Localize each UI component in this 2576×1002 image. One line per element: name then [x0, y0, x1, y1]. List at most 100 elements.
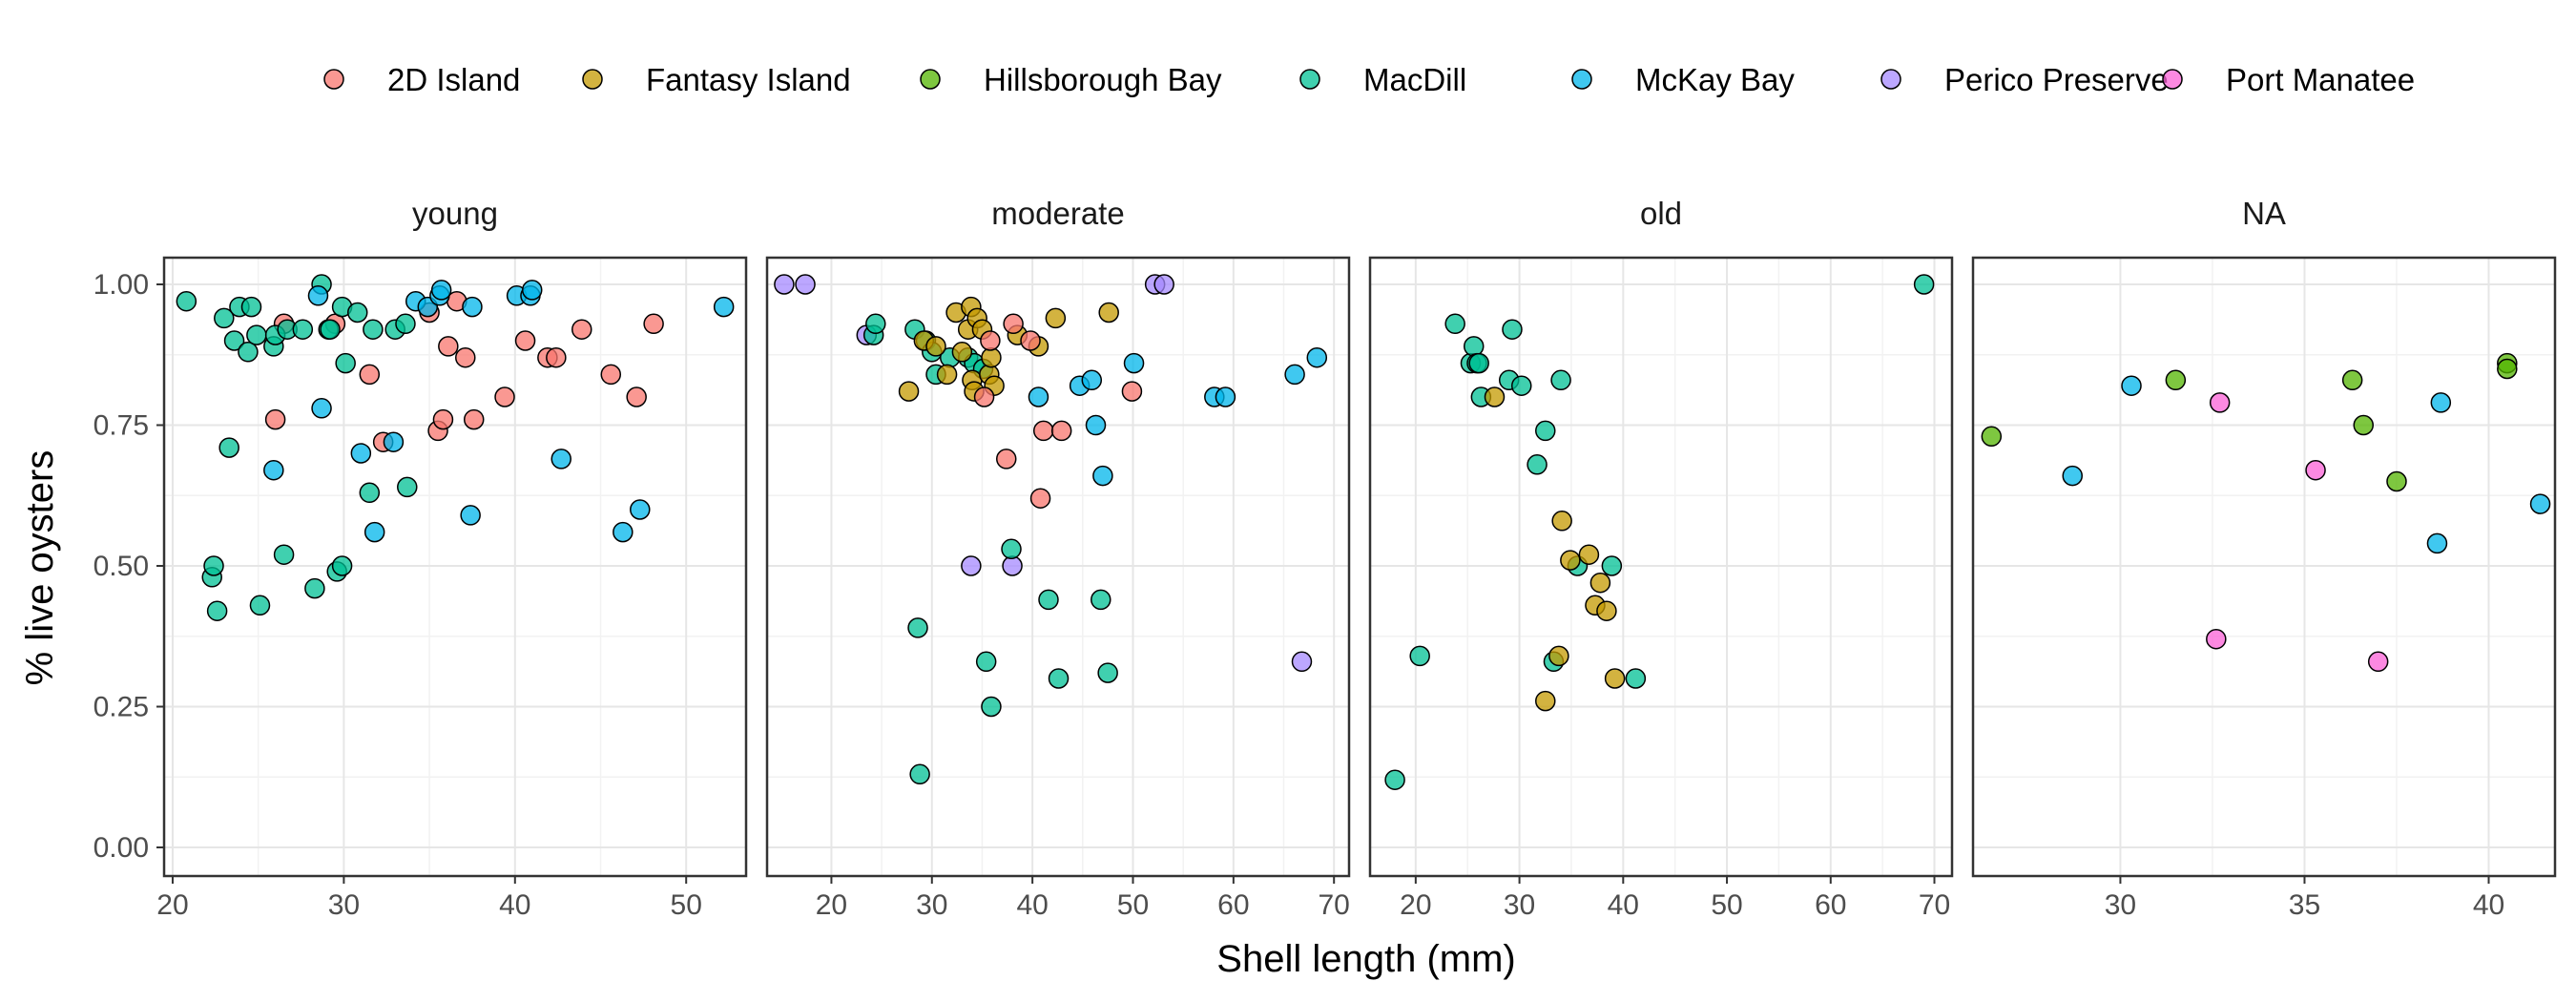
- point-mckay-bay: [613, 521, 634, 543]
- legend-label-2d-island: 2D Island: [387, 62, 520, 97]
- point-mckay-bay: [2430, 392, 2452, 413]
- legend-label-mckay-bay: McKay Bay: [1635, 62, 1795, 97]
- point-mckay-bay: [551, 449, 571, 470]
- point-2d-island: [1121, 381, 1143, 402]
- legend-key-macdill: [1299, 69, 1320, 90]
- point-mckay-bay: [460, 505, 481, 526]
- point-fantasy-island: [1535, 690, 1556, 712]
- point-macdill: [1913, 274, 1935, 295]
- x-tick-label: 40: [499, 889, 530, 921]
- x-tick-label: 50: [671, 889, 702, 921]
- point-mckay-bay: [630, 499, 651, 520]
- point-mckay-bay: [2062, 465, 2083, 487]
- point-macdill: [1535, 420, 1556, 442]
- x-tick-label: 60: [1217, 889, 1249, 921]
- y-tick-label: 0.25: [93, 692, 149, 723]
- point-2d-island: [1020, 330, 1041, 351]
- point-2d-island: [438, 336, 459, 357]
- point-mckay-bay: [364, 521, 385, 543]
- point-port-manatee: [2209, 392, 2231, 413]
- point-macdill: [346, 302, 368, 324]
- y-axis-title: % live oysters: [19, 450, 61, 686]
- point-macdill: [206, 600, 228, 621]
- point-macdill: [1444, 313, 1465, 335]
- point-hillsborough-bay: [2165, 369, 2187, 391]
- point-macdill: [363, 319, 384, 340]
- facet-panels: young 20 30 40 50 0.00 0.25 0.50 0.75 1.00 moderat…: [93, 196, 2557, 921]
- point-mckay-bay: [2529, 493, 2551, 514]
- point-macdill: [1409, 645, 1430, 667]
- point-2d-island: [546, 346, 567, 368]
- point-macdill: [1091, 589, 1111, 611]
- legend: 2D Island Fantasy Island Hillsborough Bay M…: [323, 62, 2415, 97]
- point-mckay-bay: [713, 296, 735, 318]
- point-fantasy-island: [1578, 544, 1600, 565]
- panel-border: [1971, 256, 2557, 878]
- panel-title-old: old: [1640, 196, 1682, 231]
- legend-label-port-manatee: Port Manatee: [2226, 62, 2415, 97]
- point-mckay-bay: [1081, 369, 1103, 391]
- point-mckay-bay: [521, 280, 543, 301]
- point-fantasy-island: [925, 336, 946, 357]
- point-mckay-bay: [1092, 465, 1113, 487]
- x-tick-label: 20: [816, 889, 847, 921]
- point-2d-island: [359, 364, 381, 386]
- point-macdill: [975, 651, 997, 673]
- x-tick-label: 40: [1016, 889, 1048, 921]
- point-perico-preserve: [774, 274, 795, 295]
- point-macdill: [304, 577, 325, 599]
- point-mckay-bay: [350, 443, 372, 464]
- point-macdill: [238, 342, 259, 363]
- point-2d-island: [980, 330, 1001, 351]
- point-macdill: [909, 763, 930, 785]
- point-mckay-bay: [1085, 414, 1107, 436]
- point-fantasy-island: [1604, 668, 1626, 689]
- legend-key-fantasy-island: [582, 69, 603, 90]
- point-macdill: [397, 476, 418, 498]
- x-tick-label: 30: [916, 889, 947, 921]
- point-fantasy-island: [1484, 386, 1506, 407]
- point-mckay-bay: [1306, 346, 1328, 368]
- point-2d-island: [432, 408, 454, 430]
- point-mckay-bay: [2426, 532, 2448, 554]
- point-macdill: [214, 307, 235, 329]
- panel-title-na: NA: [2242, 196, 2286, 231]
- legend-item-hillsborough-bay: Hillsborough Bay: [920, 62, 1222, 97]
- point-macdill: [320, 319, 341, 340]
- x-tick-label: 30: [2105, 889, 2136, 921]
- panel-na: NA 30 35 40: [1971, 196, 2557, 921]
- point-2d-island: [626, 386, 647, 407]
- point-macdill: [249, 595, 271, 616]
- point-macdill: [335, 352, 356, 374]
- point-fantasy-island: [1548, 645, 1569, 667]
- point-macdill: [1463, 336, 1485, 357]
- point-macdill: [865, 313, 886, 335]
- point-macdill: [1601, 555, 1623, 576]
- x-tick-label: 20: [1400, 889, 1431, 921]
- point-hillsborough-bay: [2386, 470, 2407, 492]
- point-2d-island: [514, 330, 536, 351]
- panel-title-moderate: moderate: [991, 196, 1124, 231]
- point-macdill: [240, 296, 262, 318]
- legend-key-perico-preserve: [1880, 69, 1901, 90]
- x-tick-label: 30: [328, 889, 360, 921]
- point-mckay-bay: [1123, 352, 1145, 374]
- legend-item-fantasy-island: Fantasy Island: [582, 62, 851, 97]
- point-perico-preserve: [961, 555, 982, 576]
- point-2d-island: [600, 364, 622, 386]
- panel-border: [765, 256, 1351, 878]
- x-axis-title: Shell length (mm): [1216, 938, 1515, 980]
- point-2d-island: [643, 313, 664, 335]
- x-tick-label: 35: [2289, 889, 2320, 921]
- point-perico-preserve: [1291, 651, 1313, 673]
- point-macdill: [223, 330, 245, 351]
- panel-old: old 20 30 40 50 60 70: [1368, 196, 1954, 921]
- point-perico-preserve: [795, 274, 816, 295]
- point-macdill: [1502, 319, 1523, 340]
- point-macdill: [203, 555, 224, 576]
- point-perico-preserve: [1153, 274, 1174, 295]
- x-tick-label: 50: [1117, 889, 1149, 921]
- point-hillsborough-bay: [2497, 358, 2518, 380]
- point-macdill: [1527, 454, 1548, 475]
